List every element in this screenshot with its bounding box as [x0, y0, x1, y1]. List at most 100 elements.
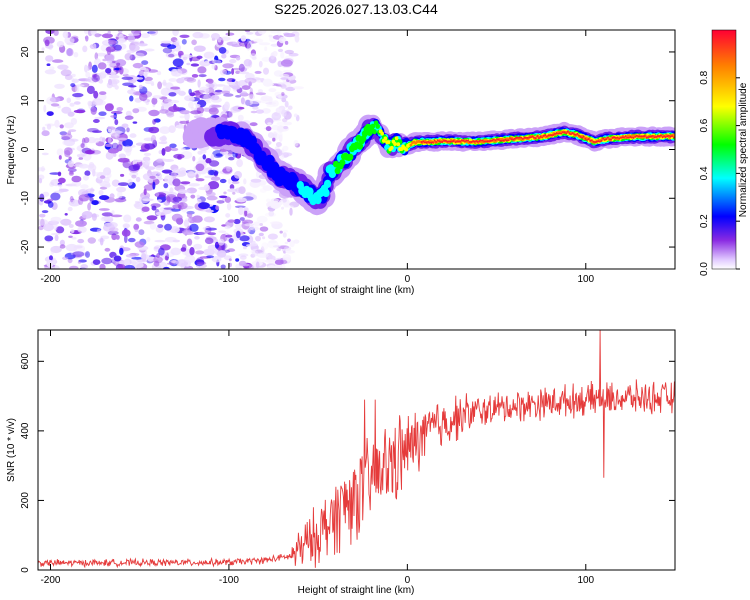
noise-blob — [207, 78, 214, 84]
noise-blob — [218, 195, 228, 199]
ridge-point — [473, 140, 476, 143]
noise-blob — [177, 202, 188, 210]
noise-blob — [104, 103, 114, 112]
ridge-point — [671, 135, 673, 138]
ridge-point — [372, 129, 377, 135]
ridge-point — [655, 135, 657, 138]
noise-blob — [235, 187, 243, 194]
noise-blob — [154, 246, 159, 250]
colorbar-label: Normalized spectral amplitude — [738, 82, 749, 217]
noise-blob — [197, 66, 207, 74]
ridge-point — [459, 140, 462, 143]
noise-blob — [159, 136, 167, 142]
noise-blob — [292, 86, 304, 90]
ridge-point — [501, 139, 503, 142]
noise-blob — [77, 238, 85, 244]
noise-blob — [206, 191, 216, 197]
noise-blob — [265, 126, 272, 132]
snr-y-tick-label: 200 — [20, 492, 31, 509]
noise-blob — [92, 172, 103, 177]
noise-blob — [143, 220, 155, 225]
noise-blob — [168, 106, 181, 112]
noise-blob — [116, 62, 121, 66]
ridge-point — [610, 138, 612, 141]
noise-blob — [282, 145, 289, 152]
noise-blob — [189, 247, 195, 256]
noise-blob — [277, 48, 284, 53]
noise-blob — [50, 245, 62, 254]
noise-blob — [133, 262, 144, 269]
noise-blob — [77, 197, 84, 205]
noise-blob — [209, 169, 219, 176]
noise-blob — [239, 235, 250, 242]
noise-blob — [267, 122, 272, 125]
ridge-point — [438, 140, 441, 143]
ridge-point — [602, 137, 604, 140]
ridge-point — [440, 141, 442, 143]
noise-blob — [247, 228, 251, 233]
noise-blob — [56, 148, 64, 156]
colorbar-ticks: 0.0 0.2 0.4 0.6 0.8 — [699, 70, 740, 276]
noise-blob — [54, 119, 60, 128]
ridge-point — [483, 140, 486, 143]
ridge-point — [443, 139, 445, 142]
noise-blob — [94, 99, 106, 106]
noise-blob — [162, 47, 173, 54]
noise-blob — [278, 132, 283, 139]
noise-blob — [277, 82, 285, 85]
ridge-point — [658, 135, 661, 138]
noise-blob — [261, 108, 271, 114]
noise-blob — [77, 261, 81, 264]
noise-blob — [152, 118, 157, 125]
noise-blob — [179, 110, 191, 115]
noise-blob — [192, 31, 204, 39]
noise-blob — [268, 211, 275, 217]
noise-blob — [276, 263, 283, 269]
noise-blob — [226, 166, 231, 172]
noise-blob — [123, 224, 130, 228]
noise-blob — [272, 50, 278, 57]
noise-blob — [169, 49, 175, 53]
ridge-point — [607, 136, 609, 139]
noise-blob — [49, 66, 55, 71]
ridge-point — [489, 139, 492, 142]
noise-blob — [186, 62, 191, 66]
noise-blob — [190, 63, 200, 67]
snr-ylabel: SNR (10 * v/v) — [6, 418, 17, 482]
ridge-point — [639, 135, 641, 138]
noise-blob — [93, 119, 100, 123]
noise-blob — [67, 206, 73, 212]
ridge-point — [557, 132, 559, 135]
noise-blob — [67, 160, 75, 168]
noise-blob — [91, 200, 99, 206]
noise-blob — [105, 151, 114, 160]
noise-blob — [114, 119, 119, 126]
noise-blob — [149, 222, 157, 230]
noise-blob — [94, 52, 99, 60]
noise-blob — [65, 243, 78, 252]
noise-blob — [71, 180, 82, 187]
noise-blob — [186, 77, 197, 83]
noise-blob — [60, 69, 72, 77]
noise-blob — [259, 226, 269, 232]
ridge-point — [648, 135, 651, 138]
noise-blob — [59, 220, 65, 224]
spectrogram-x-tick-label: -100 — [219, 274, 239, 285]
noise-blob — [44, 69, 57, 75]
noise-blob — [257, 89, 263, 93]
snr-x-tick-label: 100 — [577, 575, 594, 586]
noise-blob — [255, 261, 260, 269]
noise-blob — [160, 40, 173, 44]
noise-blob — [140, 253, 147, 262]
noise-blob — [94, 116, 106, 120]
noise-blob — [199, 150, 207, 154]
noise-blob — [284, 241, 289, 245]
noise-blob — [129, 95, 134, 102]
ridge-point — [470, 141, 473, 143]
noise-blob — [228, 111, 233, 118]
noise-blob — [114, 85, 119, 90]
noise-blob — [93, 90, 99, 99]
noise-blob — [135, 217, 142, 222]
noise-blob — [131, 174, 137, 179]
ridge-point — [595, 140, 598, 143]
